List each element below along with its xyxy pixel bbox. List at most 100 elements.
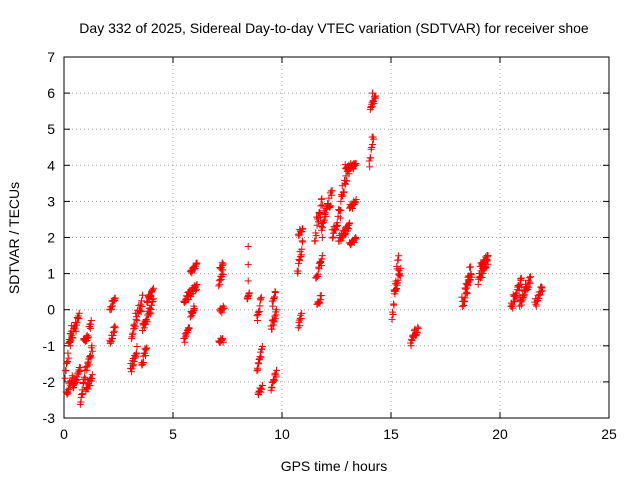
data-point xyxy=(258,343,266,351)
data-point xyxy=(219,260,227,268)
data-point xyxy=(137,301,145,309)
data-point xyxy=(296,322,304,330)
data-point xyxy=(76,364,84,372)
y-tick-label: -2 xyxy=(43,374,56,390)
data-point xyxy=(352,160,360,168)
data-point xyxy=(137,308,145,316)
data-point xyxy=(85,361,93,369)
y-axis-label: SDTVAR / TECUs xyxy=(6,182,22,294)
data-point xyxy=(138,291,146,299)
data-point xyxy=(312,232,320,240)
data-point xyxy=(72,327,80,335)
data-point xyxy=(66,342,74,350)
data-point xyxy=(535,294,543,302)
data-point xyxy=(111,294,119,302)
data-point xyxy=(131,322,139,330)
data-point xyxy=(133,317,141,325)
data-point xyxy=(258,382,266,390)
data-point xyxy=(340,188,348,196)
data-point xyxy=(317,292,325,300)
data-point xyxy=(141,345,149,353)
data-point xyxy=(61,374,69,382)
data-point xyxy=(414,324,422,332)
y-tick-label: -3 xyxy=(43,410,56,426)
data-point xyxy=(219,338,227,346)
data-points xyxy=(61,89,547,408)
data-point xyxy=(315,218,323,226)
data-point xyxy=(365,157,373,165)
data-point xyxy=(395,252,403,260)
data-point xyxy=(328,187,336,195)
data-point xyxy=(87,354,95,362)
data-point xyxy=(85,333,93,341)
data-point xyxy=(341,180,349,188)
data-point xyxy=(343,177,351,185)
data-point xyxy=(65,354,73,362)
data-point xyxy=(352,235,360,243)
data-point xyxy=(140,359,148,367)
data-point xyxy=(219,270,227,278)
data-point xyxy=(193,259,201,267)
data-point xyxy=(143,344,151,352)
data-point xyxy=(318,234,326,241)
grid-lines xyxy=(64,57,609,418)
data-point xyxy=(327,202,335,210)
data-point xyxy=(407,342,415,350)
data-point xyxy=(539,287,547,295)
data-point xyxy=(413,329,421,337)
data-point xyxy=(143,318,151,326)
data-point xyxy=(370,135,378,143)
x-tick-label: 20 xyxy=(492,426,508,442)
data-point xyxy=(298,309,306,317)
data-point xyxy=(81,375,89,383)
axis-ticks: -3 -2 -1 0 1 2 3 4 5 6 7 0 5 10 15 20 25 xyxy=(43,49,617,442)
data-point xyxy=(368,89,376,97)
data-point xyxy=(516,302,524,310)
y-tick-label: 3 xyxy=(47,193,55,209)
data-point xyxy=(253,317,261,325)
data-point xyxy=(294,267,302,275)
data-point xyxy=(73,376,81,384)
data-point xyxy=(185,324,193,332)
data-point xyxy=(69,334,77,342)
data-point xyxy=(509,304,517,312)
data-point xyxy=(513,292,521,300)
data-point xyxy=(337,197,345,205)
data-point xyxy=(133,342,141,350)
data-point xyxy=(271,289,279,297)
data-point xyxy=(369,141,377,149)
data-point xyxy=(326,204,334,212)
data-point xyxy=(270,377,278,385)
data-point xyxy=(393,265,401,273)
data-point xyxy=(130,357,138,365)
data-point xyxy=(468,273,476,281)
y-tick-label: 6 xyxy=(47,85,55,101)
data-point xyxy=(396,272,404,280)
data-point xyxy=(128,365,136,373)
data-point xyxy=(87,317,95,325)
y-tick-label: 7 xyxy=(47,49,55,65)
data-point xyxy=(322,212,330,220)
chart-title: Day 332 of 2025, Sidereal Day-to-day VTE… xyxy=(79,20,589,36)
data-point xyxy=(244,243,252,251)
data-point xyxy=(463,289,471,297)
data-point xyxy=(389,310,397,318)
data-point xyxy=(80,373,88,381)
data-point xyxy=(65,386,73,394)
data-point xyxy=(244,277,252,285)
data-point xyxy=(257,353,265,361)
data-point xyxy=(346,219,354,227)
data-point xyxy=(268,325,276,333)
data-point xyxy=(149,284,157,292)
data-point xyxy=(397,264,405,272)
data-point xyxy=(479,270,487,278)
y-tick-label: 1 xyxy=(47,266,55,282)
data-point xyxy=(88,371,96,379)
data-point xyxy=(517,274,525,282)
data-point xyxy=(461,294,469,302)
data-point xyxy=(536,291,544,299)
data-point xyxy=(484,252,492,260)
data-point xyxy=(256,302,264,310)
data-point xyxy=(317,202,325,210)
data-point xyxy=(271,315,279,323)
